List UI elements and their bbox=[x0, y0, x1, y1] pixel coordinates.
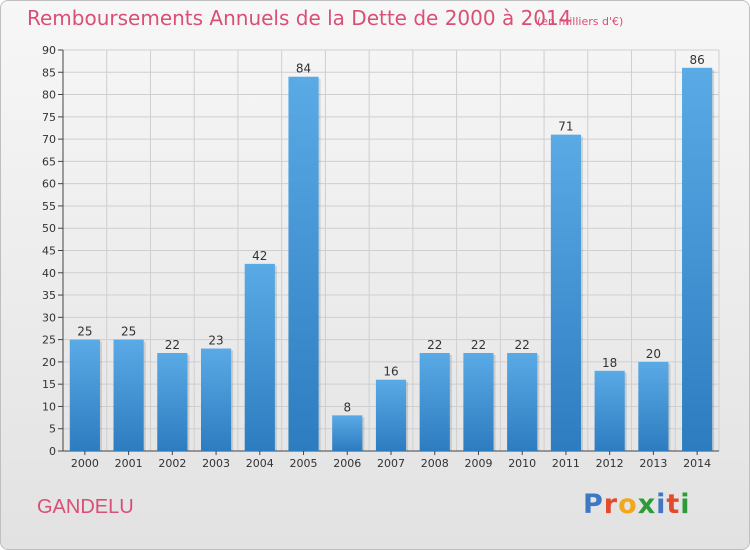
logo-letter: P bbox=[583, 489, 604, 520]
data-label: 22 bbox=[427, 338, 442, 352]
data-label: 84 bbox=[296, 62, 311, 76]
x-tick-label: 2002 bbox=[158, 457, 186, 470]
logo-letter: r bbox=[603, 489, 619, 520]
bar-2003[interactable] bbox=[200, 348, 232, 451]
data-label: 25 bbox=[121, 325, 136, 339]
x-tick-label: 2008 bbox=[421, 457, 449, 470]
data-label: 8 bbox=[343, 400, 351, 414]
bar-2014[interactable] bbox=[682, 67, 713, 452]
y-tick-label: 20 bbox=[42, 356, 56, 369]
logo-letter: i bbox=[680, 489, 691, 520]
x-tick-label: 2010 bbox=[508, 457, 536, 470]
y-tick-label: 35 bbox=[42, 289, 56, 302]
bar-2004[interactable] bbox=[244, 263, 275, 451]
y-tick-label: 80 bbox=[42, 89, 56, 102]
bar-2007[interactable] bbox=[375, 379, 407, 451]
y-tick-label: 30 bbox=[42, 311, 56, 324]
bars bbox=[69, 67, 715, 452]
data-label: 25 bbox=[77, 325, 92, 339]
data-label: 16 bbox=[383, 365, 398, 379]
y-tick-label: 55 bbox=[42, 200, 56, 213]
x-tick-label: 2013 bbox=[639, 457, 667, 470]
y-tick-label: 40 bbox=[42, 267, 56, 280]
y-tick-label: 65 bbox=[42, 155, 56, 168]
chart-subtitle: (en milliers d'€) bbox=[537, 15, 624, 28]
y-tick-label: 10 bbox=[42, 400, 56, 413]
logo-letter: x bbox=[637, 489, 657, 520]
chart-title: Remboursements Annuels de la Dette de 20… bbox=[27, 6, 572, 30]
x-tick-label: 2006 bbox=[333, 457, 361, 470]
bar-2000[interactable] bbox=[69, 339, 100, 451]
y-tick-label: 90 bbox=[42, 44, 56, 57]
y-tick-label: 75 bbox=[42, 111, 56, 124]
x-tick-label: 2007 bbox=[377, 457, 405, 470]
data-label: 20 bbox=[646, 347, 661, 361]
commune-name: GANDELU bbox=[37, 496, 134, 518]
x-tick-label: 2014 bbox=[683, 457, 711, 470]
x-tick-label: 2011 bbox=[552, 457, 580, 470]
logo-letter: i bbox=[656, 489, 667, 520]
y-tick-label: 60 bbox=[42, 178, 56, 191]
x-tick-label: 2000 bbox=[71, 457, 99, 470]
x-tick-label: 2009 bbox=[464, 457, 492, 470]
data-label: 22 bbox=[165, 338, 180, 352]
y-tick-label: 0 bbox=[49, 445, 56, 458]
y-tick-label: 25 bbox=[42, 334, 56, 347]
data-label: 71 bbox=[558, 120, 573, 134]
data-label: 23 bbox=[208, 334, 223, 348]
y-tick-label: 85 bbox=[42, 66, 56, 79]
x-tick-label: 2005 bbox=[290, 457, 318, 470]
bar-2013[interactable] bbox=[638, 361, 669, 451]
data-label: 22 bbox=[515, 338, 530, 352]
bar-2008[interactable] bbox=[419, 352, 450, 451]
logo-letter: t bbox=[666, 489, 681, 520]
y-tick-label: 70 bbox=[42, 133, 56, 146]
x-tick-label: 2001 bbox=[115, 457, 143, 470]
x-tick-label: 2003 bbox=[202, 457, 230, 470]
bar-2002[interactable] bbox=[157, 352, 188, 451]
x-tick-label: 2012 bbox=[596, 457, 624, 470]
y-tick-label: 50 bbox=[42, 222, 56, 235]
data-label: 22 bbox=[471, 338, 486, 352]
data-label: 18 bbox=[602, 356, 617, 370]
x-tick-label: 2004 bbox=[246, 457, 274, 470]
bar-2010[interactable] bbox=[507, 352, 538, 451]
proxiti-logo[interactable]: Proxiti bbox=[583, 489, 691, 520]
bar-2012[interactable] bbox=[594, 370, 625, 451]
data-label: 42 bbox=[252, 249, 267, 263]
data-label: 86 bbox=[689, 53, 704, 67]
y-tick-label: 45 bbox=[42, 245, 56, 258]
bar-2001[interactable] bbox=[113, 339, 144, 451]
logo-letter: o bbox=[618, 489, 638, 520]
bar-2005[interactable] bbox=[288, 76, 319, 451]
data-labels: 25 25 22 23 42 84 8 16 22 22 22 71 18 20 86 bbox=[77, 53, 705, 415]
bar-2009[interactable] bbox=[463, 352, 494, 451]
bar-2006[interactable] bbox=[332, 415, 363, 451]
y-tick-label: 5 bbox=[49, 423, 56, 436]
bar-2011[interactable] bbox=[550, 134, 582, 451]
y-tick-label: 15 bbox=[42, 378, 56, 391]
